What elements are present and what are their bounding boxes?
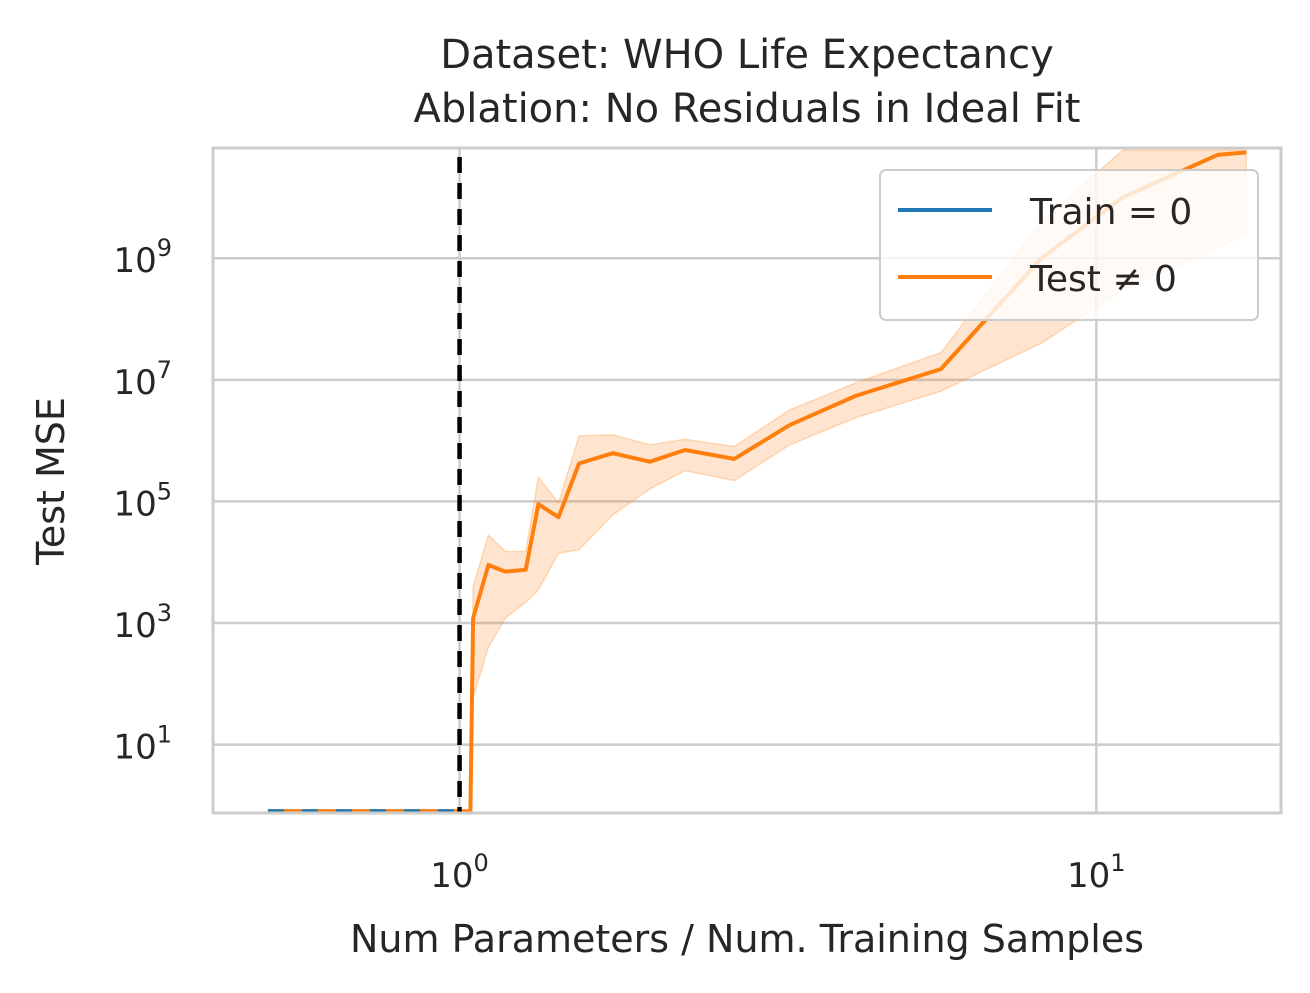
legend: Train = 0 Test ≠ 0	[879, 169, 1259, 321]
y-tick-label: 103	[113, 599, 172, 646]
x-tick-label: 101	[1067, 849, 1126, 896]
x-tick-label: 100	[430, 849, 489, 896]
y-tick-label: 107	[113, 356, 172, 403]
plot-frame	[211, 146, 1283, 815]
tick-labels: 101 103 105 107 109 100 101	[113, 234, 1125, 896]
legend-label-test: Test ≠ 0	[1029, 259, 1177, 300]
y-tick-label: 105	[113, 477, 172, 524]
grid	[213, 148, 1281, 813]
chart-title-line1: Dataset: WHO Life Expectancy	[440, 32, 1054, 78]
x-axis-label: Num Parameters / Num. Training Samples	[350, 917, 1144, 961]
legend-label-train: Train = 0	[1029, 192, 1192, 233]
legend-frame	[879, 169, 1259, 321]
chart-title-line2: Ablation: No Residuals in Ideal Fit	[414, 86, 1081, 132]
y-tick-label: 101	[113, 721, 172, 768]
y-axis-label: Test MSE	[29, 397, 73, 566]
y-tick-label: 109	[113, 234, 172, 281]
